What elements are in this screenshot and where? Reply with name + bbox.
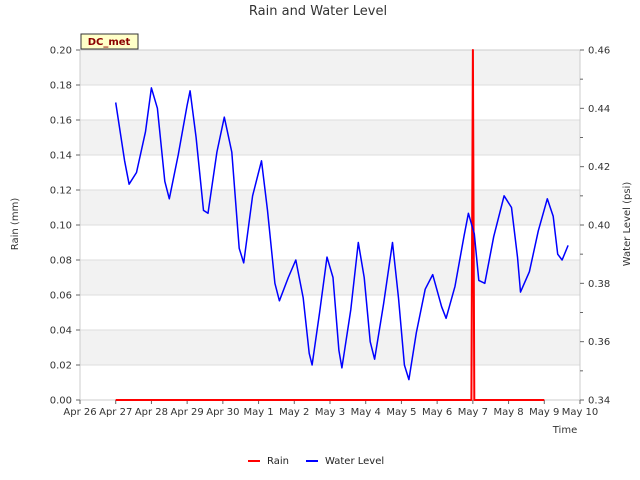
y-left-tick-label: 0.14 (50, 151, 72, 162)
plot-band (80, 365, 580, 400)
y-right-tick-label: 0.44 (588, 104, 610, 115)
series-line-water-level (114, 87, 569, 381)
station-label-box: DC_met (80, 33, 139, 50)
legend-label-water-level: Water Level (325, 456, 384, 467)
plot-bands (80, 50, 580, 400)
station-label-bg (80, 33, 139, 50)
x-tick-label: May 10 (562, 407, 599, 418)
x-tick-label: Apr 27 (99, 407, 132, 418)
y-right-tick-label: 0.46 (588, 46, 610, 57)
x-tick-label: Apr 26 (63, 407, 96, 418)
x-tick-label: May 4 (351, 407, 381, 418)
y-right-axis-ticks: 0.34 0.36 0.38 0.40 0.42 0.44 0.46 (580, 46, 610, 407)
x-tick-label: May 6 (422, 407, 452, 418)
y-left-tick-label: 0.08 (50, 256, 72, 267)
series-layer (114, 49, 569, 401)
x-axis-ticks: Apr 26 Apr 27 Apr 28 Apr 29 Apr 30 May 1 May 2… (63, 400, 598, 418)
y-left-tick-label: 0.18 (50, 81, 72, 92)
y-left-tick-label: 0.04 (50, 326, 72, 337)
series-line-rain (115, 49, 545, 401)
y-left-axis-title: Rain (mm) (10, 198, 21, 251)
plot-band (80, 50, 580, 85)
y-right-tick-label: 0.42 (588, 162, 610, 173)
x-tick-label: May 5 (386, 407, 416, 418)
x-tick-label: Apr 28 (135, 407, 168, 418)
y-left-tick-label: 0.16 (50, 116, 72, 127)
y-right-axis-title: Water Level (psi) (622, 182, 633, 267)
y-right-tick-label: 0.38 (588, 279, 610, 290)
plot-band (80, 295, 580, 330)
x-axis-title: Time (552, 425, 577, 436)
y-left-axis-ticks: 0.00 0.02 0.04 0.06 0.08 0.10 0.12 0.14 0.16 0.18… (50, 46, 80, 407)
x-tick-label: May 2 (279, 407, 309, 418)
legend-label-rain: Rain (267, 456, 289, 467)
x-tick-label: May 8 (493, 407, 523, 418)
y-left-tick-label: 0.06 (50, 291, 72, 302)
legend: Rain Water Level (248, 456, 384, 467)
x-tick-label: Apr 29 (171, 407, 204, 418)
x-tick-label: May 3 (315, 407, 345, 418)
plot-band (80, 85, 580, 120)
y-left-tick-label: 0.12 (50, 186, 72, 197)
y-left-tick-label: 0.10 (50, 221, 72, 232)
plot-band (80, 330, 580, 365)
y-right-tick-label: 0.34 (588, 396, 610, 407)
x-tick-label: Apr 30 (206, 407, 239, 418)
y-left-tick-label: 0.20 (50, 46, 72, 57)
y-right-tick-label: 0.36 (588, 337, 610, 348)
x-tick-label: May 1 (243, 407, 273, 418)
plot-band (80, 155, 580, 190)
y-left-tick-label: 0.02 (50, 361, 72, 372)
chart-title: Rain and Water Level (249, 4, 387, 19)
plot-band (80, 120, 580, 155)
x-tick-label: May 7 (458, 407, 488, 418)
plot-band (80, 225, 580, 260)
x-tick-label: May 9 (529, 407, 559, 418)
y-left-tick-label: 0.00 (50, 396, 72, 407)
plot-band (80, 190, 580, 225)
station-label: DC_met (88, 37, 131, 48)
y-right-tick-label: 0.40 (588, 221, 610, 232)
